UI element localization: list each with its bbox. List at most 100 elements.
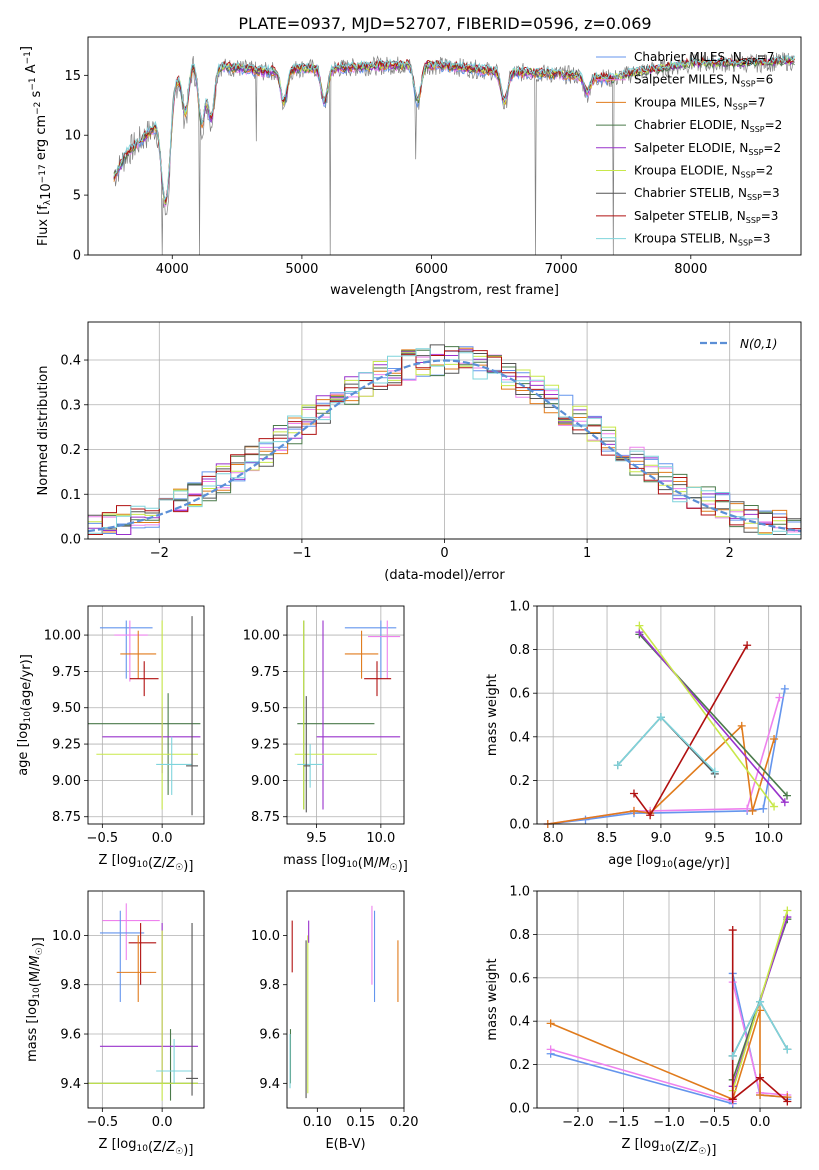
label-subscript: 10: [32, 987, 42, 999]
y-tick-label: 9.75: [251, 665, 280, 680]
y-tick-label: 9.4: [60, 1077, 81, 1092]
legend-subscript: SSP: [742, 57, 757, 66]
label-part: A: [24, 64, 39, 77]
y-tick-label: 9.4: [259, 1077, 280, 1092]
legend-text: Kroupa ELODIE, N: [634, 164, 741, 178]
label-part: (Z/: [671, 1140, 690, 1155]
label-part: log: [16, 723, 31, 743]
figure-title: PLATE=0937, MJD=52707, FIBERID=0596, z=0…: [238, 14, 651, 33]
weight-point: [629, 789, 638, 798]
x-axis-label: Z [log10(Z/Z☉)]: [99, 1137, 194, 1158]
histogram-kroupa-stelib: [88, 348, 801, 535]
label-part: Z [: [622, 1137, 640, 1152]
weight-point: [780, 798, 789, 807]
x-tick-label: 0.10: [303, 1115, 332, 1130]
y-tick-label: 0.2: [60, 443, 81, 458]
legend-entry: Chabrier ELODIE, NSSP=2: [634, 118, 782, 134]
y-tick-label: 0.4: [509, 1015, 530, 1030]
legend-subscript: SSP: [746, 216, 761, 225]
x-tick-label: −2.0: [562, 1115, 594, 1130]
weight-line: [547, 724, 775, 824]
weight-line: [638, 631, 786, 803]
x-tick-label: 8000: [674, 262, 707, 277]
weight_vs_Z-frame: [536, 890, 802, 1109]
y-tick-label: 0.3: [60, 398, 81, 413]
x-tick-label: 0.20: [390, 1115, 419, 1130]
legend-subscript: SSP: [738, 239, 753, 248]
y-tick-label: 9.6: [60, 1028, 81, 1043]
legend-text: =2: [756, 164, 774, 178]
label-subscript: 10: [661, 860, 673, 870]
legend-subscript: SSP: [741, 80, 756, 89]
spectrum-model-line: [113, 54, 795, 202]
weight-point: [783, 906, 792, 915]
x-tick-label: 2: [726, 546, 734, 561]
residuals-frame: [87, 321, 802, 540]
label-part: log: [25, 999, 40, 1019]
x-axis-label: (data-model)/error: [384, 568, 505, 583]
label-part: M: [378, 856, 389, 871]
y-tick-label: 9.6: [259, 1028, 280, 1043]
legend-entry: Chabrier STELIB, NSSP=3: [634, 186, 780, 202]
mass_vs_Z-axes: −0.5 0.0 9.4 9.6 9.8 10.0: [52, 891, 204, 1130]
mass_vs_Z-frame: [87, 890, 205, 1109]
y-axis-label: Normed distribution: [36, 366, 51, 496]
label-part: age [: [608, 853, 641, 868]
y-tick-label: 9.50: [52, 701, 81, 716]
legend-text: Chabrier MILES, N: [634, 50, 742, 64]
mass_vs_ebv-axes: 0.10 0.15 0.20 9.4 9.6 9.8 10.0: [251, 929, 418, 1130]
mass_vs_ebv-frame: [286, 890, 405, 1109]
weight-point: [581, 815, 590, 824]
weight-point: [737, 721, 746, 730]
x-tick-label: 7000: [545, 262, 578, 277]
label-part: log: [117, 853, 137, 868]
y-tick-label: 0.6: [509, 687, 530, 702]
y-tick-label: 0.8: [509, 928, 530, 943]
legend-entry: Kroupa STELIB, NSSP=3: [634, 232, 771, 248]
x-tick-label: 9.0: [651, 831, 672, 846]
x-tick-label: 0.0: [152, 831, 173, 846]
x-axis-label: age [log10(age/yr)]: [608, 853, 730, 871]
legend-entry: Salpeter STELIB, NSSP=3: [634, 209, 778, 225]
label-part: )]: [706, 1143, 716, 1158]
label-part: (Z/: [148, 1140, 167, 1155]
x-axis-label: mass [log10(M/M☉)]: [283, 853, 408, 874]
label-subscript: ☉: [175, 863, 183, 873]
label-subscript: 10: [137, 1144, 149, 1154]
label-part: )]: [398, 859, 408, 874]
y-tick-label: 10.00: [243, 629, 280, 644]
legend-entry: Kroupa MILES, NSSP=7: [634, 95, 765, 111]
y-tick-label: 10.0: [251, 929, 280, 944]
weight-point: [710, 767, 719, 776]
y-axis-label: age [log10(age/yr)]: [16, 654, 34, 776]
legend-entry: Chabrier MILES, NSSP=7: [634, 50, 774, 66]
y-tick-label: 8.75: [52, 810, 81, 825]
weight_vs_age-frame: [536, 605, 802, 825]
x-axis-label: E(B-V): [325, 1137, 365, 1152]
x-axis-label: Z [log10(Z/Z☉)]: [622, 1137, 717, 1158]
y-tick-label: 9.00: [52, 774, 81, 789]
spectrum-axes: 4000 5000 6000 7000 8000 0 5 10 15: [64, 69, 707, 277]
y-tick-label: 0.0: [509, 1102, 530, 1117]
weight-point: [546, 1019, 555, 1028]
y-tick-label: 9.25: [251, 738, 280, 753]
label-part: erg cm: [34, 115, 49, 164]
legend-text: Salpeter MILES, N: [634, 73, 741, 87]
weight-point: [728, 1095, 737, 1104]
x-tick-label: 8.5: [597, 831, 618, 846]
label-part: Flux [f: [36, 205, 51, 246]
weight-point: [728, 1051, 737, 1060]
label-part: log: [117, 1137, 137, 1152]
label-subscript: ☉: [698, 1147, 706, 1157]
x-tick-label: −1.0: [653, 1115, 685, 1130]
x-tick-label: 10.0: [366, 831, 395, 846]
label-part: (age/yr)]: [19, 654, 34, 711]
label-subscript: ☉: [175, 1147, 183, 1157]
label-subscript: 10: [137, 860, 149, 870]
weight-line: [633, 644, 748, 817]
label-part: mass [: [25, 1019, 40, 1062]
legend-subscript: SSP: [733, 102, 748, 111]
weight-point: [546, 1045, 555, 1054]
label-subscript: ☉: [390, 863, 398, 873]
